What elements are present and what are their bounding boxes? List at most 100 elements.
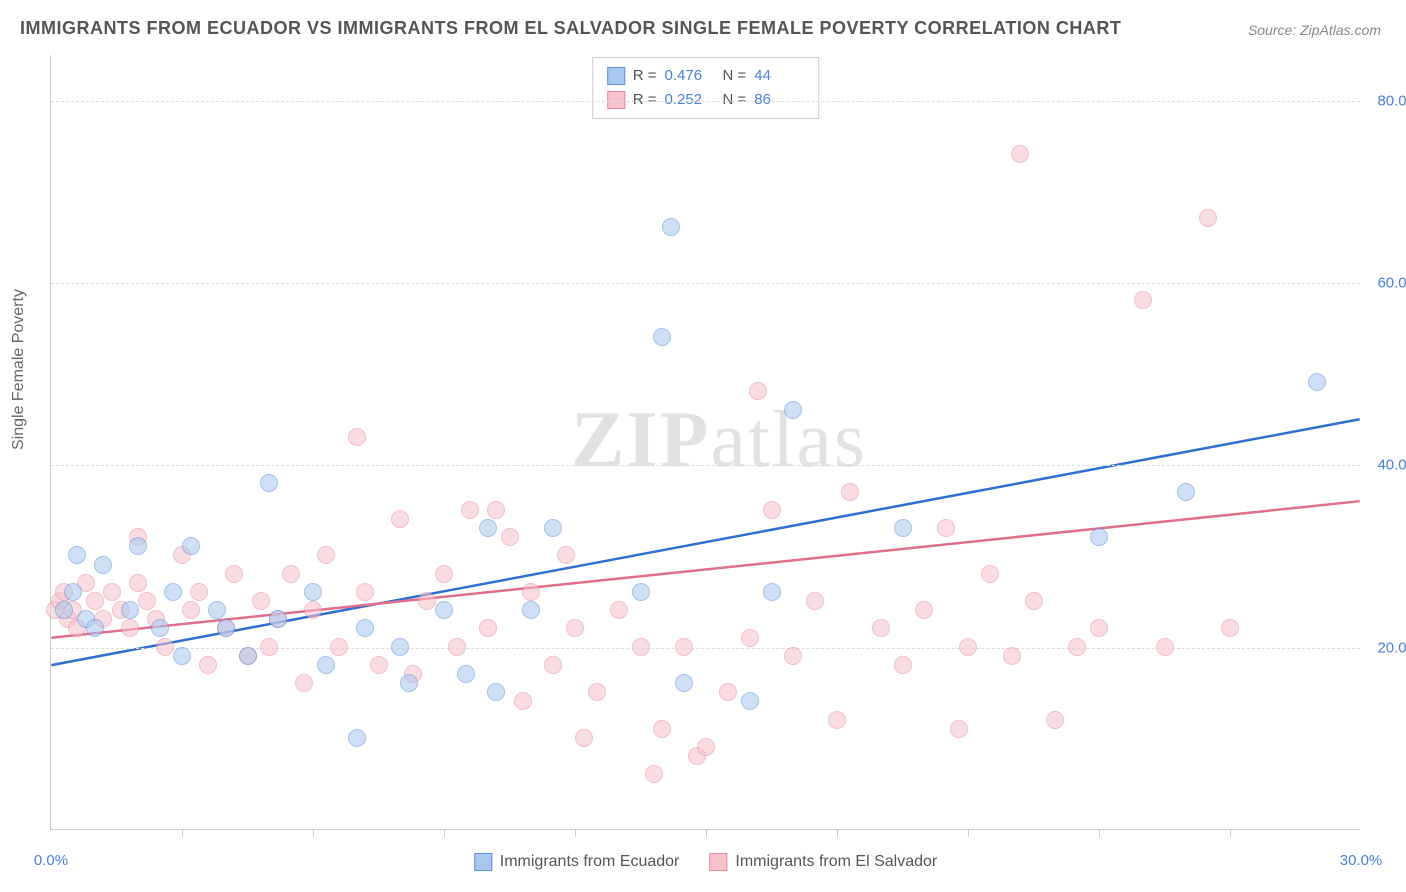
xtick-label: 0.0%	[34, 852, 68, 869]
data-point	[435, 565, 453, 583]
gridline-h	[51, 283, 1360, 284]
data-point	[806, 592, 824, 610]
data-point	[68, 546, 86, 564]
data-point	[317, 656, 335, 674]
data-point	[653, 720, 671, 738]
data-point	[103, 583, 121, 601]
data-point	[304, 583, 322, 601]
data-point	[841, 483, 859, 501]
data-point	[239, 647, 257, 665]
data-point	[719, 683, 737, 701]
gridline-h	[51, 101, 1360, 102]
trend-lines	[51, 55, 1360, 829]
trend-line	[51, 419, 1359, 665]
data-point	[557, 546, 575, 564]
legend-swatch	[709, 853, 727, 871]
watermark: ZIPatlas	[571, 395, 867, 486]
data-point	[487, 501, 505, 519]
data-point	[121, 619, 139, 637]
data-point	[501, 528, 519, 546]
data-point	[304, 601, 322, 619]
data-point	[522, 583, 540, 601]
data-point	[269, 610, 287, 628]
stat-n-label: N =	[723, 64, 747, 88]
data-point	[1025, 592, 1043, 610]
xtick-minor	[837, 829, 838, 837]
data-point	[1068, 638, 1086, 656]
stat-r-value: 0.476	[665, 64, 715, 88]
xtick-label: 30.0%	[1340, 852, 1383, 869]
data-point	[1134, 291, 1152, 309]
data-point	[199, 656, 217, 674]
data-point	[121, 601, 139, 619]
data-point	[479, 619, 497, 637]
xtick-minor	[575, 829, 576, 837]
ytick-label: 40.0%	[1377, 457, 1406, 474]
data-point	[544, 519, 562, 537]
legend-item: Immigrants from El Salvador	[709, 853, 937, 871]
source-label: Source: ZipAtlas.com	[1248, 22, 1381, 38]
data-point	[828, 711, 846, 729]
data-point	[741, 629, 759, 647]
xtick-minor	[968, 829, 969, 837]
data-point	[763, 501, 781, 519]
data-point	[190, 583, 208, 601]
data-point	[894, 519, 912, 537]
data-point	[522, 601, 540, 619]
xtick-minor	[313, 829, 314, 837]
data-point	[784, 647, 802, 665]
data-point	[1308, 373, 1326, 391]
data-point	[1090, 619, 1108, 637]
data-point	[675, 638, 693, 656]
data-point	[252, 592, 270, 610]
data-point	[479, 519, 497, 537]
data-point	[872, 619, 890, 637]
legend-stats: R =0.476N =44R =0.252N =86	[592, 57, 820, 119]
data-point	[544, 656, 562, 674]
data-point	[173, 647, 191, 665]
data-point	[1011, 145, 1029, 163]
data-point	[295, 674, 313, 692]
data-point	[391, 638, 409, 656]
watermark-zip: ZIP	[571, 396, 710, 484]
data-point	[86, 619, 104, 637]
data-point	[418, 592, 436, 610]
data-point	[282, 565, 300, 583]
data-point	[164, 583, 182, 601]
data-point	[86, 592, 104, 610]
data-point	[129, 537, 147, 555]
legend-label: Immigrants from El Salvador	[735, 853, 937, 871]
data-point	[1199, 209, 1217, 227]
data-point	[448, 638, 466, 656]
stat-n-value: 44	[754, 64, 804, 88]
data-point	[697, 738, 715, 756]
data-point	[182, 537, 200, 555]
data-point	[645, 765, 663, 783]
data-point	[487, 683, 505, 701]
ytick-label: 80.0%	[1377, 92, 1406, 109]
data-point	[260, 638, 278, 656]
data-point	[749, 382, 767, 400]
legend-swatch	[474, 853, 492, 871]
data-point	[217, 619, 235, 637]
xtick-minor	[706, 829, 707, 837]
data-point	[741, 692, 759, 710]
data-point	[566, 619, 584, 637]
data-point	[632, 583, 650, 601]
data-point	[330, 638, 348, 656]
data-point	[138, 592, 156, 610]
data-point	[575, 729, 593, 747]
data-point	[632, 638, 650, 656]
data-point	[1046, 711, 1064, 729]
data-point	[356, 619, 374, 637]
data-point	[260, 474, 278, 492]
xtick-minor	[182, 829, 183, 837]
xtick-minor	[444, 829, 445, 837]
data-point	[225, 565, 243, 583]
plot-area: ZIPatlas R =0.476N =44R =0.252N =86 Immi…	[50, 55, 1360, 830]
data-point	[348, 729, 366, 747]
ytick-label: 20.0%	[1377, 639, 1406, 656]
data-point	[1090, 528, 1108, 546]
legend-bottom: Immigrants from EcuadorImmigrants from E…	[474, 853, 937, 871]
y-axis-label: Single Female Poverty	[10, 289, 28, 450]
